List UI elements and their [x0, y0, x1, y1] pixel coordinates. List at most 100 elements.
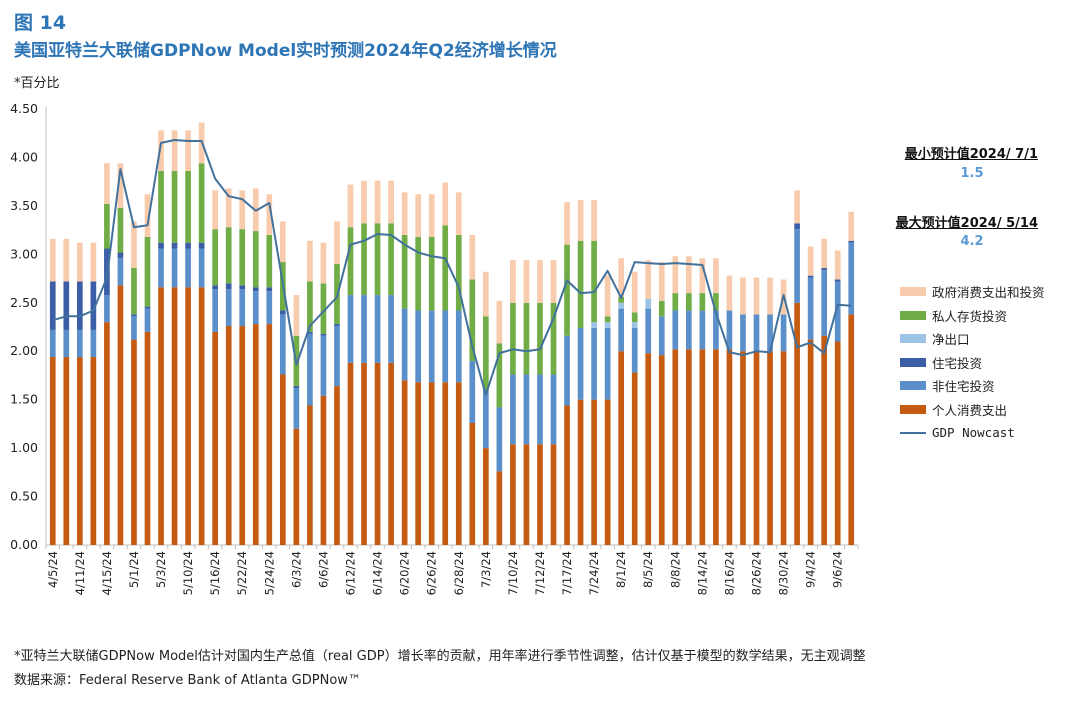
- bar-segment: [401, 192, 408, 235]
- y-tick-label: 3.50: [10, 198, 38, 213]
- bar-segment: [185, 287, 191, 545]
- bar-segment: [455, 382, 462, 545]
- bar-segment: [577, 200, 584, 241]
- bar-segment: [388, 295, 394, 363]
- bar-segment: [117, 207, 124, 253]
- bar-segment: [401, 234, 408, 309]
- bar-segment: [807, 339, 814, 545]
- bar-segment: [388, 223, 394, 296]
- bar-segment: [713, 349, 719, 545]
- bar-segment: [320, 335, 327, 396]
- bar-segment: [415, 236, 422, 311]
- bar-segment: [604, 275, 611, 317]
- bar-segment: [239, 289, 246, 327]
- bar-segment: [225, 283, 232, 290]
- bar-segment: [482, 389, 489, 449]
- x-tick-label: 7/12/24: [533, 551, 547, 595]
- bar-segment: [49, 281, 56, 330]
- bar-segment: [618, 308, 625, 352]
- chart-title: 美国亚特兰大联储GDPNow Model实时预测2024年Q2经济增长情况: [14, 41, 557, 61]
- legend-swatch: [900, 381, 926, 391]
- bar-segment: [848, 211, 855, 241]
- bar-segment: [537, 374, 543, 445]
- bar-segment: [510, 444, 516, 545]
- bar-segment: [212, 285, 219, 290]
- bar-segment: [117, 258, 124, 286]
- bar-segment: [834, 281, 841, 342]
- bar-segment: [699, 349, 706, 545]
- bar-segment: [591, 200, 597, 241]
- bar-segment: [523, 260, 530, 303]
- bar-segment: [361, 223, 367, 296]
- bar-segment: [401, 380, 408, 545]
- bar-segment: [591, 322, 597, 328]
- x-tick-label: 8/8/24: [668, 551, 682, 588]
- bar-segment: [171, 171, 178, 243]
- bar-segment: [131, 267, 137, 315]
- bar-segment: [821, 238, 828, 268]
- bar-segment: [726, 275, 733, 311]
- bar-segment: [415, 310, 422, 383]
- bar-segment: [685, 349, 692, 545]
- bar-segment: [225, 227, 232, 284]
- legend-label: 私人存货投资: [932, 308, 1008, 324]
- bar-segment: [618, 302, 625, 309]
- bar-segment: [591, 327, 597, 400]
- figure-number: 图 14: [14, 12, 67, 34]
- x-tick-label: 4/11/24: [73, 551, 87, 595]
- bar-segment: [564, 405, 570, 545]
- bar-segment: [158, 248, 164, 288]
- x-tick-label: 5/24/24: [262, 551, 276, 595]
- bar-segment: [361, 362, 367, 545]
- bar-segment: [658, 300, 665, 317]
- bar-segment: [198, 287, 205, 545]
- x-tick-label: 6/12/24: [344, 551, 358, 595]
- bar-segment: [848, 242, 855, 315]
- bar-segment: [821, 269, 828, 336]
- bar-segment: [713, 310, 719, 350]
- bar-segment: [685, 310, 692, 350]
- bar-segment: [564, 335, 570, 406]
- bar-segment: [455, 310, 462, 383]
- bar-segment: [279, 374, 286, 545]
- bar-segment: [672, 310, 679, 350]
- bar-segment: [699, 310, 706, 350]
- bar-segment: [320, 333, 327, 336]
- bar-segment: [767, 351, 773, 545]
- bar-segment: [428, 194, 435, 237]
- bar-segment: [185, 248, 191, 288]
- x-tick-label: 5/16/24: [208, 551, 222, 595]
- bar-segment: [158, 242, 164, 249]
- bar-segment: [293, 428, 300, 545]
- bar-segment: [171, 130, 178, 172]
- x-tick-label: 6/14/24: [371, 551, 385, 595]
- bar-segment: [334, 386, 340, 545]
- bar-segment: [63, 357, 70, 545]
- bar-segment: [537, 260, 543, 303]
- x-tick-label: 8/30/24: [777, 551, 791, 595]
- bar-segment: [361, 295, 367, 363]
- bar-segment: [63, 238, 70, 282]
- bar-segment: [699, 258, 706, 294]
- legend-swatch: [900, 357, 926, 367]
- bar-segment: [347, 362, 354, 545]
- x-tick-label: 6/3/24: [289, 551, 303, 588]
- bar-segment: [604, 327, 611, 400]
- bar-segment: [307, 281, 313, 332]
- bar-segment: [347, 295, 354, 363]
- bar-segment: [699, 293, 706, 311]
- bar-segment: [482, 271, 489, 317]
- x-tick-label: 8/5/24: [641, 551, 655, 588]
- bar-segment: [821, 267, 828, 270]
- x-tick-label: 5/22/24: [235, 551, 249, 595]
- bar-segment: [537, 444, 543, 545]
- bar-segment: [185, 130, 191, 172]
- bar-segment: [239, 285, 246, 290]
- x-tick-label: 7/17/24: [560, 551, 574, 595]
- bar-segment: [320, 395, 327, 545]
- bar-segment: [658, 316, 665, 356]
- legend-swatch: [900, 287, 926, 297]
- bar-segment: [645, 353, 652, 545]
- bar-segment: [428, 236, 435, 311]
- bar-segment: [550, 260, 557, 303]
